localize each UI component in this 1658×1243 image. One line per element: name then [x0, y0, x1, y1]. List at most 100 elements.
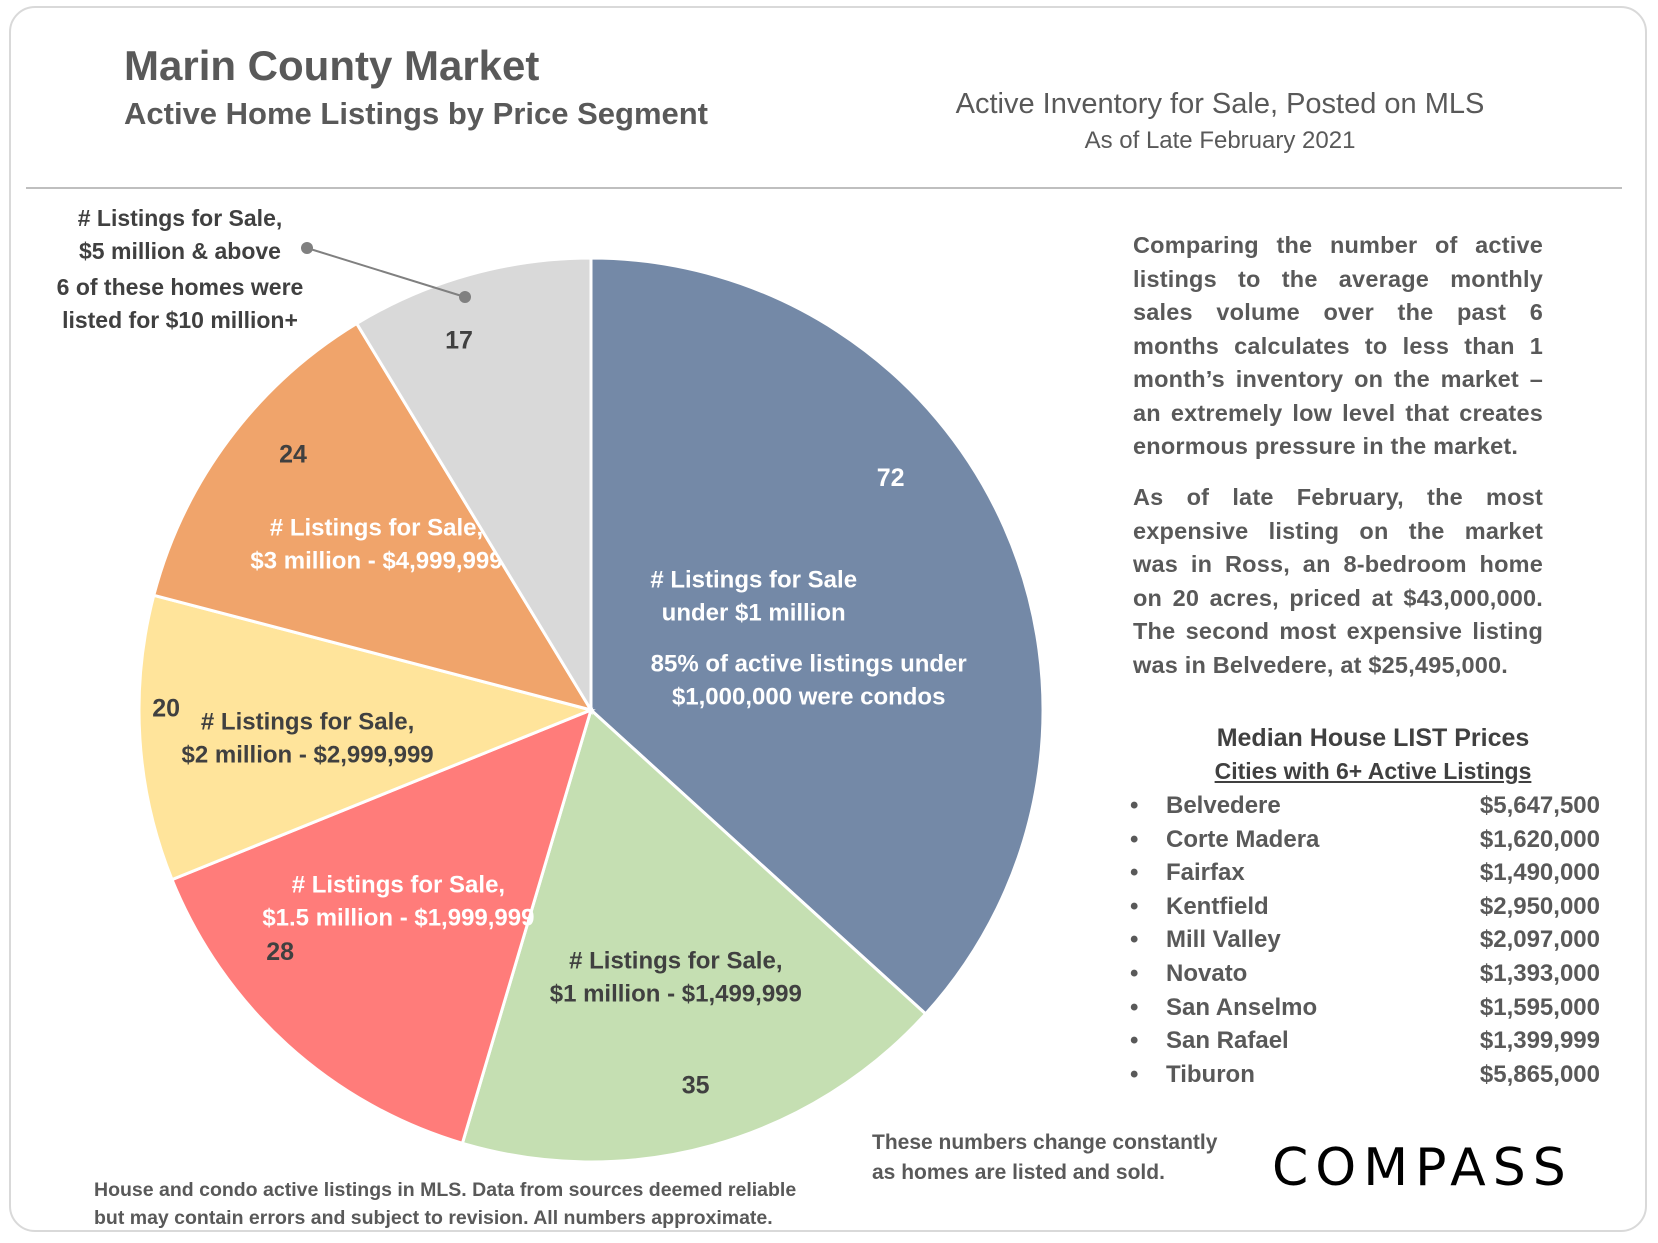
slice-category-label: # Listings for Sale, [201, 709, 414, 736]
bullet-icon: • [1130, 825, 1139, 853]
footer-line: House and condo active listings in MLS. … [94, 1179, 797, 1201]
median-row: • Fairfax $1,490,000 [1130, 859, 1600, 893]
median-subtitle: Cities with 6+ Active Listings [1214, 758, 1532, 784]
pie-slice [170, 707, 594, 1146]
city-name: Mill Valley [1166, 926, 1281, 954]
slice-value-label: 24 [279, 440, 307, 468]
bullet-icon: • [1130, 993, 1139, 1021]
callout-dot-icon [459, 291, 471, 303]
slice-note-label: 85% of active listings under [651, 651, 967, 678]
callout-label: # Listings for Sale, [78, 205, 283, 231]
city-name: Corte Madera [1166, 825, 1320, 853]
city-name: Kentfield [1166, 892, 1269, 920]
slice-category-label: $2 million - $2,999,999 [182, 742, 434, 769]
header-divider [26, 187, 1622, 189]
page-title: Marin County Market [124, 42, 540, 89]
paragraph-line: Comparing the number of active [1133, 232, 1543, 258]
expensive-listing-paragraph: As of late February, the most expensive l… [1133, 481, 1543, 682]
median-price: $2,950,000 [1479, 892, 1600, 920]
median-row: • Belvedere $5,647,500 [1130, 792, 1600, 826]
slice-value-label: 35 [682, 1071, 710, 1099]
footer-source: House and condo active listings in MLS. … [94, 1176, 796, 1232]
median-price: $1,399,999 [1479, 1027, 1600, 1055]
median-price: $1,595,000 [1479, 993, 1600, 1021]
right-header-line1: Active Inventory for Sale, Posted on MLS [955, 88, 1485, 120]
callout-dot-icon [301, 242, 313, 254]
median-price: $5,647,500 [1479, 792, 1600, 819]
compass-logo: COMPASS [1272, 1138, 1573, 1198]
bullet-icon: • [1130, 926, 1139, 954]
pie-slice [460, 707, 928, 1164]
paragraph-line: an extremely low level that creates [1133, 399, 1543, 426]
pie-slice [354, 256, 593, 716]
paragraph-line: months calculates to less than 1 [1133, 332, 1543, 359]
median-price: $1,393,000 [1479, 959, 1600, 987]
city-name: San Anselmo [1166, 993, 1318, 1021]
bullet-icon: • [1130, 892, 1139, 920]
paragraph-line: month’s inventory on the market – [1133, 366, 1543, 392]
pie-slice [151, 321, 595, 713]
slice-category-label: $1 million - $1,499,999 [550, 981, 802, 1008]
city-name: San Rafael [1166, 1027, 1289, 1055]
median-price: $1,490,000 [1479, 859, 1600, 887]
page-subtitle: Active Home Listings by Price Segment [124, 96, 709, 131]
median-price: $5,865,000 [1479, 1060, 1600, 1088]
right-header-line2: As of Late February 2021 [1084, 127, 1356, 154]
callout-leader-line [306, 247, 466, 298]
slice-value-label: 28 [266, 938, 294, 966]
median-price: $2,097,000 [1479, 926, 1600, 954]
slice-category-label: # Listings for Sale, [270, 515, 483, 542]
median-title: Median House LIST Prices [1216, 724, 1530, 752]
bullet-icon: • [1130, 792, 1139, 819]
slice-category-label: $3 million - $4,999,999 [250, 548, 502, 575]
callout-label: 6 of these homes were [57, 274, 304, 300]
median-row: • Corte Madera $1,620,000 [1130, 826, 1600, 860]
median-row: • Tiburon $5,865,000 [1130, 1061, 1600, 1095]
median-row: • San Anselmo $1,595,000 [1130, 994, 1600, 1028]
median-price-list: • Belvedere $5,647,500 • Corte Madera $1,620,… [1130, 792, 1600, 1094]
callout-label: $5 million & above [79, 238, 281, 264]
card-frame [9, 6, 1647, 1232]
paragraph-line: was in Ross, an 8-bedroom home [1133, 551, 1543, 577]
city-name: Fairfax [1166, 859, 1245, 887]
bullet-icon: • [1130, 1060, 1139, 1088]
callout-label: listed for $10 million+ [62, 307, 298, 333]
paragraph-line: expensive listing on the market [1133, 517, 1543, 544]
paragraph-line: sales volume over the past 6 [1133, 299, 1543, 325]
right-header: Active Inventory for Sale, Posted on MLS… [900, 88, 1540, 155]
city-name: Novato [1166, 959, 1248, 987]
bullet-icon: • [1130, 859, 1139, 887]
note-line: These numbers change constantly [872, 1131, 1218, 1154]
slice-category-label: under $1 million [662, 600, 846, 627]
inventory-paragraph: Comparing the number of active listings t… [1133, 229, 1543, 464]
slice-category-label: # Listings for Sale, [569, 948, 782, 975]
paragraph-line: As of late February, the most [1133, 484, 1543, 510]
disclaimer-note: These numbers change constantly as homes… [872, 1128, 1217, 1188]
pie-slice [589, 256, 1045, 1017]
slice-category-label: # Listings for Sale, [292, 871, 505, 898]
median-row: • Mill Valley $2,097,000 [1130, 926, 1600, 960]
paragraph-line: listings to the average monthly [1133, 265, 1543, 292]
city-name: Tiburon [1166, 1060, 1255, 1088]
bullet-icon: • [1130, 1027, 1139, 1055]
slice-value-label: 20 [152, 695, 180, 723]
paragraph-line: enormous pressure in the market. [1133, 433, 1519, 459]
paragraph-line: was in Belvedere, at $25,495,000. [1133, 651, 1509, 678]
paragraph-line: The second most expensive listing [1133, 618, 1543, 644]
slice-category-label: $1.5 million - $1,999,999 [262, 904, 534, 931]
median-row: • San Rafael $1,399,999 [1130, 1027, 1600, 1061]
pie-slice [137, 593, 596, 882]
bullet-icon: • [1130, 959, 1139, 987]
slice-value-label: 72 [877, 464, 905, 492]
logo-text: COMPASS [1272, 1138, 1573, 1198]
city-name: Belvedere [1166, 792, 1281, 819]
median-row: • Novato $1,393,000 [1130, 960, 1600, 994]
paragraph-line: on 20 acres, priced at $43,000,000. [1133, 584, 1543, 611]
footer-line: but may contain errors and subject to re… [94, 1207, 773, 1229]
slice-note-label: $1,000,000 were condos [672, 684, 946, 711]
median-row: • Kentfield $2,950,000 [1130, 893, 1600, 927]
note-line: as homes are listed and sold. [872, 1161, 1165, 1184]
slice-category-label: # Listings for Sale [650, 567, 857, 594]
slice-value-label: 17 [445, 327, 473, 355]
